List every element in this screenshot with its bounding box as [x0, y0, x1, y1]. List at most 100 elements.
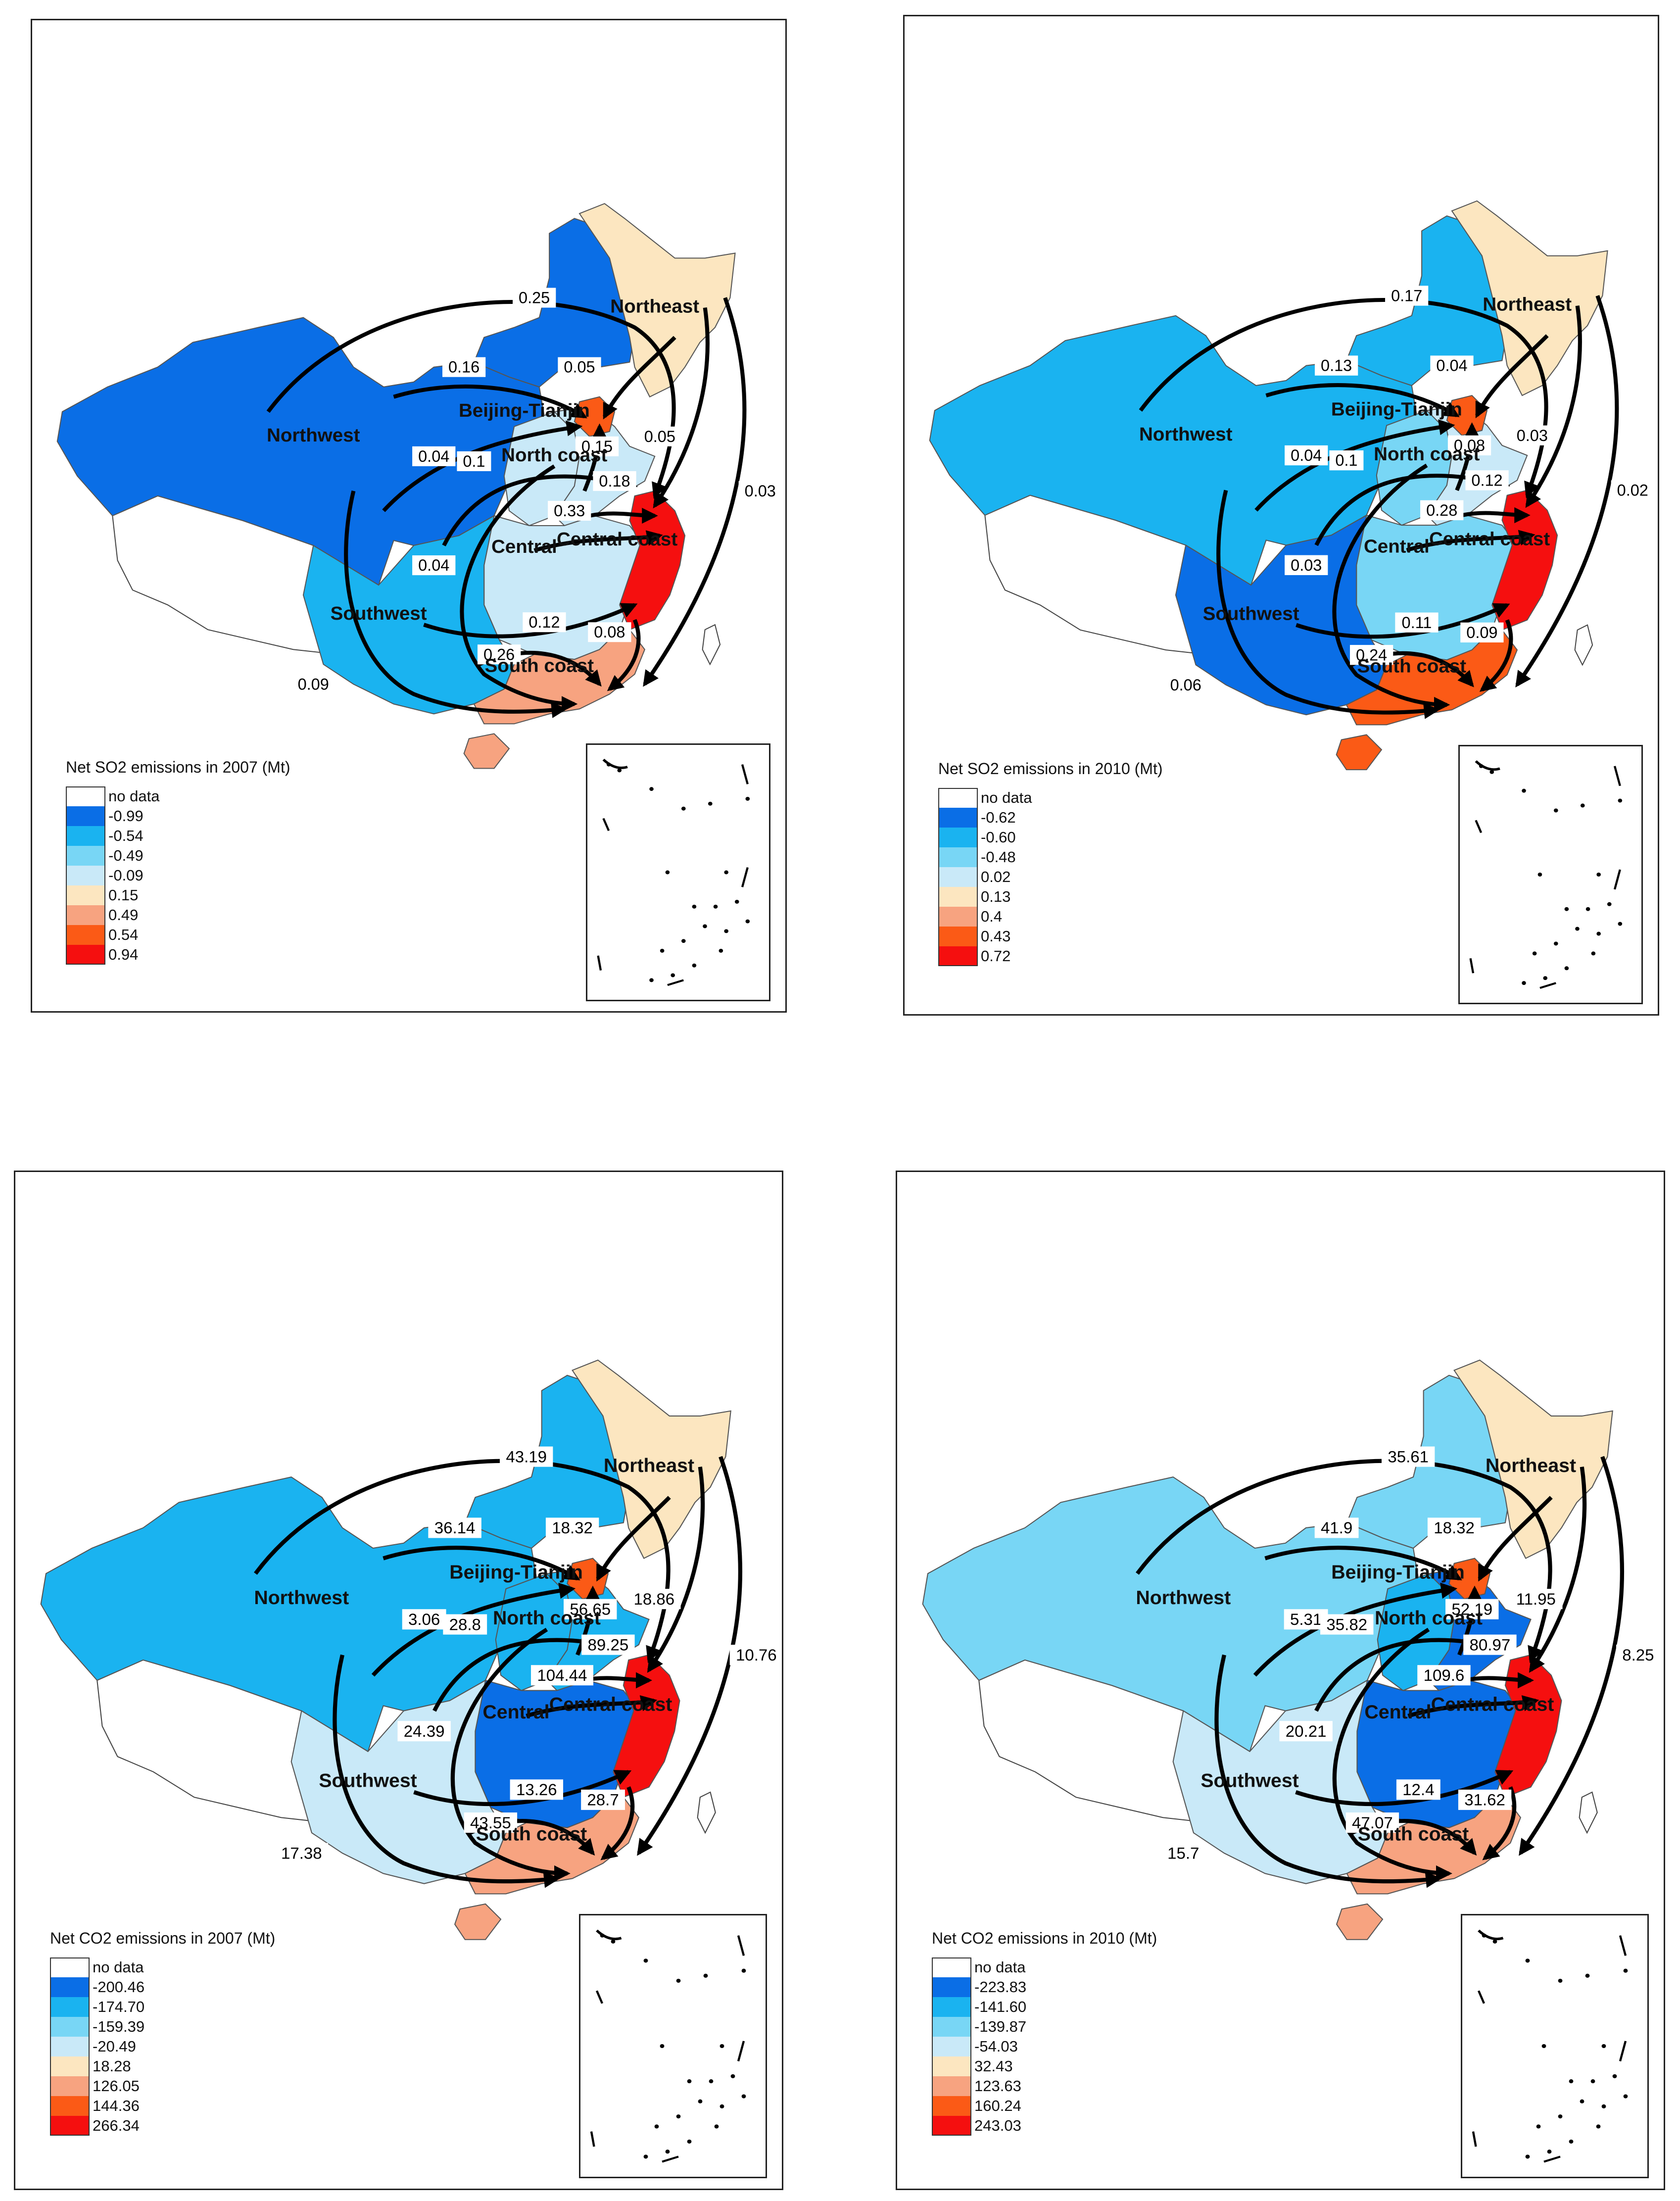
flow-arrow-nw_bt — [383, 1546, 580, 1581]
legend-label: no data — [981, 789, 1032, 806]
region-label-southwest: Southwest — [319, 1770, 417, 1792]
flow-label-bg — [1395, 612, 1439, 633]
legend-swatch — [50, 1997, 90, 2017]
flow-arrow-nw_bt — [1264, 1546, 1462, 1581]
flow-value-nw_sc: 20.21 — [1286, 1722, 1327, 1740]
flow-label-bg — [1420, 500, 1464, 521]
region-label-northeast: Northeast — [1483, 294, 1572, 315]
flow-label-bg — [291, 674, 335, 694]
legend-label: -159.39 — [93, 2018, 145, 2035]
legend-item: no data — [938, 788, 1163, 808]
legend-item: -0.49 — [66, 846, 290, 866]
flow-label-bg — [564, 1599, 617, 1619]
flow-label-bg — [1350, 645, 1393, 665]
south-china-sea-inset — [1458, 745, 1643, 1004]
map-legend: Net CO2 emissions in 2007 (Mt) no data -20… — [50, 1929, 275, 2136]
flow-value-cc_sc: 0.08 — [594, 623, 625, 641]
island-taiwan — [697, 1791, 716, 1834]
legend-item: 0.54 — [66, 925, 290, 945]
flow-value-sw_cc: 0.11 — [1402, 614, 1432, 632]
flow-arrow-nc_bt — [1457, 1585, 1483, 1656]
region-label-central: Central — [491, 536, 557, 557]
region-label-central-coast: Central coast — [557, 529, 677, 550]
region-label-beijing-tianjin: Beijing-Tianjin — [1331, 1562, 1465, 1583]
legend-label: -0.60 — [981, 829, 1016, 846]
flow-label-bg — [1285, 445, 1328, 466]
island-taiwan — [1574, 624, 1593, 666]
legend-swatch — [932, 1957, 971, 1977]
flow-value-ne_top: 35.61 — [1388, 1447, 1429, 1466]
flow-label-bg — [412, 446, 456, 466]
legend-swatch — [66, 846, 105, 866]
legend-swatch — [938, 788, 978, 808]
flow-label-bg — [443, 1614, 487, 1635]
flow-label-bg — [1510, 425, 1554, 445]
flow-label-bg — [638, 426, 681, 446]
legend-item: 0.02 — [938, 867, 1163, 887]
flow-arrow-sw_cc — [1296, 603, 1510, 639]
legend-label: -141.60 — [974, 1998, 1027, 2015]
flow-arrow-ne_cc — [653, 307, 710, 509]
legend-item: no data — [50, 1957, 275, 1977]
legend-item: -54.03 — [932, 2037, 1157, 2056]
legend-item: -20.49 — [50, 2037, 275, 2056]
flow-label-bg — [428, 1517, 481, 1538]
legend-item: 0.49 — [66, 905, 290, 925]
flow-value-ne_bt: 0.05 — [564, 358, 595, 376]
flow-arrow-ne_top — [254, 1459, 671, 1663]
region-label-south-coast: South coast — [1358, 1824, 1469, 1845]
flow-arrow-ne_bt — [596, 1496, 671, 1582]
flow-value-ne_top: 0.17 — [1391, 287, 1422, 305]
legend-item: 32.43 — [932, 2056, 1157, 2076]
legend-label: -139.87 — [974, 2018, 1027, 2035]
region-label-central: Central — [1364, 1702, 1431, 1723]
flow-label-bg — [1458, 1789, 1512, 1810]
region-label-northwest: Northwest — [1136, 1587, 1231, 1609]
flow-value-nc_cc: 89.25 — [588, 1635, 629, 1654]
region-label-central: Central — [482, 1702, 549, 1723]
flow-label-bg — [1314, 1517, 1359, 1538]
flow-label-bg — [523, 612, 566, 633]
flow-value-nw_bt: 0.13 — [1321, 357, 1352, 375]
legend-swatch — [932, 2037, 971, 2056]
legend-item: 0.13 — [938, 887, 1163, 907]
legend-swatch — [932, 1997, 971, 2017]
flow-value-nw_sc: 0.03 — [1291, 556, 1322, 574]
flow-arrow-nw_bt — [1265, 383, 1460, 417]
legend-item: 243.03 — [932, 2116, 1157, 2136]
legend-item: 144.36 — [50, 2096, 275, 2116]
flow-arrow-nw_sc — [460, 464, 578, 712]
flow-label-bg — [1445, 1599, 1499, 1619]
legend-swatch — [932, 2116, 971, 2136]
legend-item: -0.48 — [938, 847, 1163, 867]
legend-swatch — [50, 2017, 90, 2037]
flow-arrow-ne_sc — [1519, 1456, 1624, 1856]
flow-arrow-c_cc — [533, 530, 663, 552]
legend-label: 0.49 — [108, 906, 139, 924]
flow-label-bg — [627, 1589, 681, 1610]
flow-arrow-ne_cc — [1525, 305, 1582, 508]
flow-arrow-ne_top — [266, 300, 676, 499]
legend-label: 0.15 — [108, 886, 139, 904]
legend-swatch — [50, 1977, 90, 1997]
flow-label-bg — [558, 357, 601, 377]
flow-label-bg — [412, 555, 456, 576]
region-hainan — [454, 1903, 502, 1940]
flow-arrow-cc_sc — [607, 619, 641, 691]
flow-value-sw_sc: 15.7 — [1167, 1844, 1199, 1862]
flow-arrow-sw_sc — [1216, 489, 1440, 719]
flow-label-bg — [1385, 286, 1429, 306]
legend-label: 0.94 — [108, 946, 139, 963]
flow-arrow-nw_bt — [393, 384, 587, 419]
map-legend: Net CO2 emissions in 2010 (Mt) no data -22… — [932, 1929, 1157, 2136]
flow-value-c_sc: 0.24 — [1356, 646, 1387, 664]
legend-label: 144.36 — [93, 2097, 140, 2114]
legend-swatch — [66, 866, 105, 885]
region-label-central-coast: Central coast — [1431, 1694, 1554, 1715]
island-taiwan — [702, 624, 721, 666]
flow-label-bg — [499, 1446, 553, 1467]
flow-label-bg — [1465, 470, 1509, 490]
legend-label: 123.63 — [974, 2077, 1021, 2095]
region-central-coast — [619, 490, 686, 631]
legend-swatch — [932, 2076, 971, 2096]
